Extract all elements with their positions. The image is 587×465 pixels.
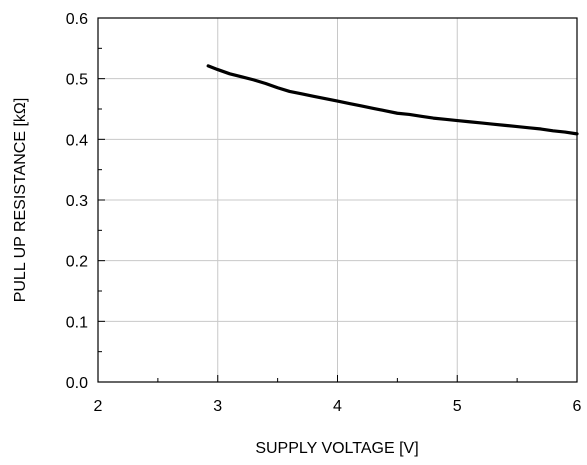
series-line bbox=[206, 64, 579, 136]
x-tick-label: 2 bbox=[94, 398, 103, 415]
y-tick-label: 0.6 bbox=[66, 11, 88, 28]
x-tick-label: 3 bbox=[213, 398, 222, 415]
y-tick-label: 0.4 bbox=[66, 132, 88, 149]
y-tick-label: 0.3 bbox=[66, 193, 88, 210]
x-tick-label: 6 bbox=[573, 398, 582, 415]
series-group bbox=[206, 64, 579, 136]
x-tick-label: 5 bbox=[453, 398, 462, 415]
x-tick-labels: 2 3 4 5 6 bbox=[94, 398, 582, 415]
y-tick-label: 0.5 bbox=[66, 72, 88, 89]
y-tick-label: 0.2 bbox=[66, 254, 88, 271]
y-tick-label: 0.0 bbox=[66, 375, 88, 392]
grid-lines bbox=[98, 18, 577, 382]
x-tick-label: 4 bbox=[333, 398, 342, 415]
y-axis-label: PULL UP RESISTANCE [kΩ] bbox=[12, 98, 29, 303]
x-axis-label: SUPPLY VOLTAGE [V] bbox=[255, 440, 418, 457]
y-tick-labels: 0.0 0.1 0.2 0.3 0.4 0.5 0.6 bbox=[66, 11, 88, 392]
y-tick-label: 0.1 bbox=[66, 314, 88, 331]
plot-frame bbox=[97, 17, 578, 383]
